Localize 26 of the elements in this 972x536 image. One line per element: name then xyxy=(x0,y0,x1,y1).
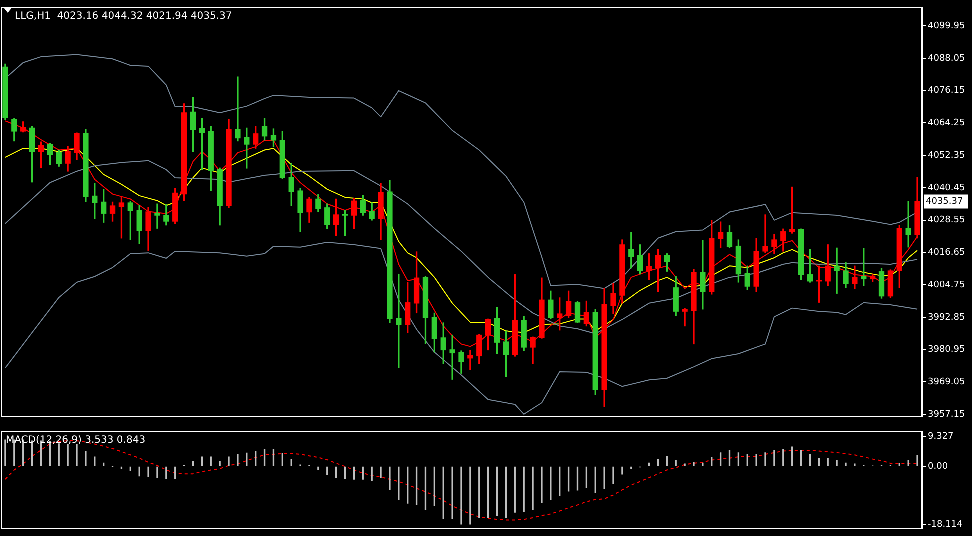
y-tick-label: 4099.95 xyxy=(928,21,966,32)
y-tick-label: 4004.75 xyxy=(928,280,966,290)
candlestick xyxy=(450,334,456,380)
y-tick-label: 4088.05 xyxy=(928,54,966,64)
candlestick xyxy=(468,350,474,370)
y-tick-label: 9.327 xyxy=(928,432,954,442)
y-tick-label: 4064.25 xyxy=(928,118,966,129)
y-tick-label: 4040.45 xyxy=(928,183,966,194)
y-tick-label: 3980.95 xyxy=(928,345,966,356)
y-tick-label: 3992.85 xyxy=(928,312,966,323)
candlestick xyxy=(235,76,241,142)
y-tick-label: 4016.65 xyxy=(928,248,966,258)
y-tick-label: 4052.35 xyxy=(928,150,966,161)
candlestick xyxy=(834,248,840,294)
candlestick xyxy=(762,214,768,254)
chart-title: LLG,H1 4023.16 4044.32 4021.94 4035.37 xyxy=(15,10,232,22)
y-tick-label: -18.114 xyxy=(928,520,964,530)
y-tick-label: 4028.55 xyxy=(928,216,966,226)
candlestick xyxy=(154,204,160,229)
candlestick xyxy=(682,308,688,327)
y-tick-label: 4076.15 xyxy=(928,86,966,96)
y-tick-label: 3957.15 xyxy=(928,410,966,420)
chart-title: MACD(12,26,9) 3.533 0.843 xyxy=(6,434,146,446)
annotation: 4035.37 xyxy=(926,197,964,208)
y-tick-label: 3969.05 xyxy=(928,378,966,388)
y-tick-label: 0.00 xyxy=(928,462,948,472)
